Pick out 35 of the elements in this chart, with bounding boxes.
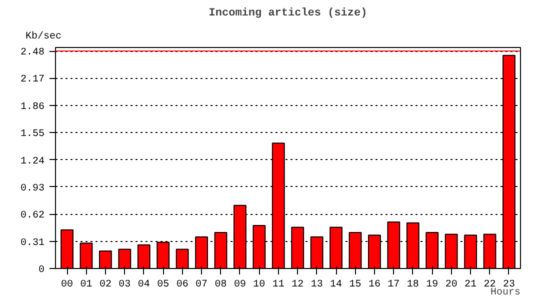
y-tick-label: 0.93 bbox=[20, 183, 45, 194]
x-tick-label: 09 bbox=[234, 280, 246, 290]
y-tick-label: 1.55 bbox=[20, 129, 45, 140]
x-tick-label: 07 bbox=[196, 280, 208, 290]
x-tick-label: 18 bbox=[406, 280, 419, 290]
x-tick-label: 06 bbox=[176, 280, 188, 290]
y-tick-label: 2.48 bbox=[20, 48, 45, 59]
y-tick-label: 0.31 bbox=[20, 238, 45, 249]
y-tick-label: 1.86 bbox=[20, 102, 45, 113]
y-axis-title: Kb/sec bbox=[26, 30, 62, 42]
x-tick-label: 04 bbox=[138, 280, 150, 290]
x-tick-label: 01 bbox=[80, 280, 92, 290]
x-tick-label: 21 bbox=[464, 280, 477, 290]
x-tick-label: 12 bbox=[292, 280, 304, 290]
chart-title: Incoming articles (size) bbox=[208, 8, 368, 20]
x-tick-label: 13 bbox=[310, 280, 323, 290]
y-tick-label: 0 bbox=[38, 265, 45, 276]
x-tick-label: 03 bbox=[118, 280, 131, 290]
x-tick-label: 08 bbox=[214, 280, 227, 290]
x-tick-label: 20 bbox=[445, 280, 458, 290]
x-tick-label: 19 bbox=[426, 280, 438, 290]
x-tick-label: 14 bbox=[330, 280, 342, 290]
x-tick-label: 10 bbox=[253, 280, 266, 290]
x-tick-label: 00 bbox=[61, 280, 74, 290]
x-tick-label: 17 bbox=[388, 280, 400, 290]
x-tick-label: 05 bbox=[157, 280, 170, 290]
x-tick-label: 23 bbox=[502, 280, 515, 290]
y-tick-label: 2.17 bbox=[20, 74, 45, 86]
x-tick-label: 02 bbox=[99, 280, 112, 290]
x-tick-label: 16 bbox=[368, 280, 380, 290]
y-tick-label: 1.24 bbox=[20, 156, 45, 168]
y-tick-label: 0.62 bbox=[20, 210, 45, 222]
x-tick-label: 15 bbox=[349, 280, 362, 290]
x-axis-title: Hours bbox=[490, 288, 521, 298]
x-tick-label: 11 bbox=[272, 280, 284, 290]
